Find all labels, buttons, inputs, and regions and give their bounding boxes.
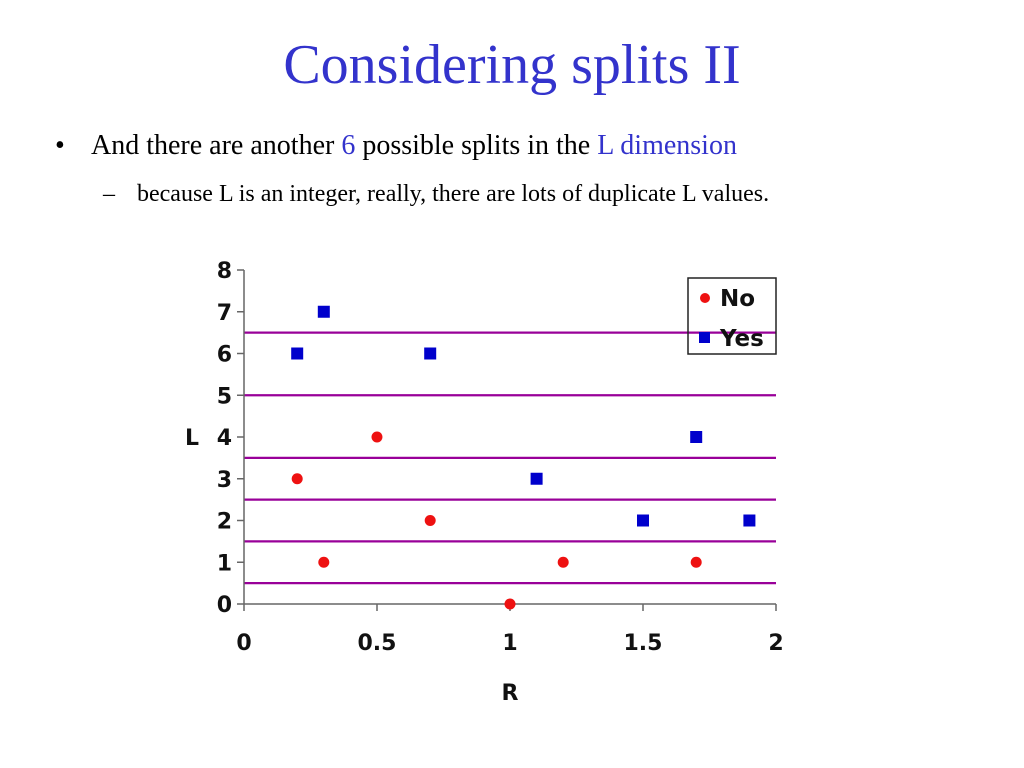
legend-no-marker — [700, 293, 710, 303]
sub-bullet-point: – because L is an integer, really, there … — [103, 178, 769, 210]
yes-point — [530, 472, 543, 485]
yes-point — [743, 514, 756, 527]
y-tick-label: 6 — [217, 343, 232, 368]
y-tick-label: 2 — [217, 510, 232, 535]
sub-bullet-text: because L is an integer, really, there a… — [137, 181, 770, 207]
legend-label: No — [720, 286, 755, 312]
no-point — [371, 431, 383, 443]
y-tick-label: 3 — [217, 468, 232, 493]
bullet-text-middle: possible splits in the — [355, 130, 598, 161]
x-tick-labels: 0 0.5 1 1.5 2 — [236, 631, 783, 656]
yes-point — [291, 347, 304, 360]
bullet-point: • And there are another 6 possible splits… — [55, 128, 737, 164]
y-tick-label: 7 — [217, 301, 232, 326]
yes-point — [317, 305, 330, 318]
scatter-chart: 0 1 2 3 4 5 6 7 8 0 0.5 1 1.5 2 R L No Yes — [185, 259, 784, 706]
x-tick-label: 1 — [502, 631, 517, 656]
sub-bullet-marker: – — [103, 181, 115, 207]
bullet-marker: • — [55, 130, 65, 161]
no-point — [557, 556, 569, 568]
bullet-text-before: And there are another — [91, 130, 342, 161]
legend-box — [687, 277, 777, 355]
bullet-count: 6 — [341, 130, 356, 161]
x-tick-label: 1.5 — [624, 631, 663, 656]
no-point — [690, 556, 702, 568]
split-lines — [244, 331, 776, 585]
y-tick-labels: 0 1 2 3 4 5 6 7 8 — [217, 259, 232, 618]
x-tick-label: 2 — [768, 631, 783, 656]
legend-label: Yes — [719, 326, 764, 352]
bullet-dimension: L dimension — [597, 130, 737, 161]
y-axis-label: L — [185, 426, 199, 451]
x-tick-label: 0.5 — [358, 631, 397, 656]
data-points — [291, 305, 756, 610]
y-tick-label: 1 — [217, 551, 232, 576]
y-tick-label: 4 — [217, 426, 232, 451]
yes-point — [424, 347, 437, 360]
no-point — [291, 473, 303, 485]
x-tick-label: 0 — [236, 631, 251, 656]
x-axis-label: R — [502, 681, 519, 706]
slide-title: Considering splits II — [283, 34, 741, 96]
no-point — [504, 598, 516, 610]
legend-yes-marker — [699, 332, 710, 343]
no-point — [424, 515, 436, 526]
y-tick-label: 8 — [217, 259, 232, 284]
no-point — [318, 556, 330, 568]
y-tick-label: 5 — [217, 384, 232, 409]
y-tick-label: 0 — [217, 593, 232, 618]
yes-point — [690, 431, 703, 443]
yes-point — [637, 514, 649, 527]
chart-legend: No Yes — [687, 277, 777, 355]
